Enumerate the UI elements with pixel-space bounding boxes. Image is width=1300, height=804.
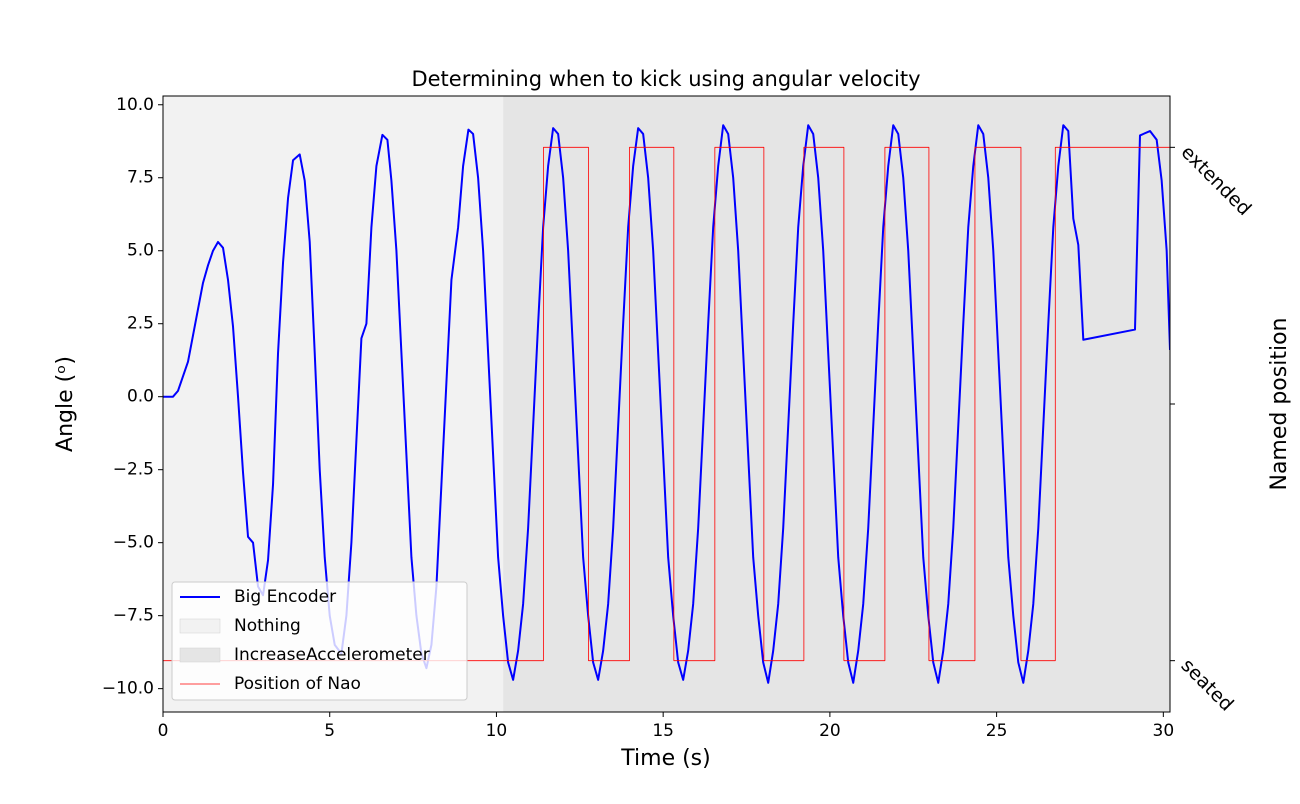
y-tick-label: 7.5 bbox=[127, 168, 154, 188]
y-tick-label: −2.5 bbox=[113, 460, 154, 480]
x-tick-label: 30 bbox=[1153, 721, 1175, 741]
legend-handle bbox=[179, 618, 221, 634]
y-tick-label: 2.5 bbox=[127, 314, 154, 334]
plot-frame bbox=[162, 95, 1171, 713]
x-tick-label: 10 bbox=[486, 721, 508, 741]
data-line bbox=[163, 146, 1170, 662]
y-tick-label: 10.0 bbox=[116, 95, 154, 115]
y2-tick-label: seated bbox=[1177, 655, 1238, 716]
y-tick-label: 0.0 bbox=[127, 387, 154, 407]
y-axis-label: Angle (ᵒ) bbox=[53, 356, 78, 452]
y-tick-label: −5.0 bbox=[113, 533, 154, 553]
legend-label: Big Encoder bbox=[234, 587, 336, 607]
x-tick-label: 0 bbox=[158, 721, 169, 741]
y-tick-label: −10.0 bbox=[102, 679, 154, 699]
x-tick-label: 20 bbox=[819, 721, 841, 741]
legend-handle bbox=[179, 647, 221, 663]
legend-box bbox=[171, 581, 468, 701]
y-tick-label: −7.5 bbox=[113, 606, 154, 626]
legend-label: Position of Nao bbox=[234, 674, 361, 694]
chart-title: Determining when to kick using angular v… bbox=[411, 67, 920, 91]
legend-label: IncreaseAccelerometer bbox=[234, 645, 430, 665]
x-axis-label: Time (s) bbox=[620, 746, 710, 771]
x-tick-label: 15 bbox=[652, 721, 674, 741]
y-tick-label: 5.0 bbox=[127, 241, 154, 261]
span bbox=[503, 96, 1171, 712]
x-tick-label: 25 bbox=[986, 721, 1008, 741]
x-tick-label: 5 bbox=[324, 721, 335, 741]
legend-label: Nothing bbox=[234, 616, 301, 636]
y2-axis-label: Named position bbox=[1267, 317, 1292, 490]
y2-tick-label: extended bbox=[1177, 141, 1256, 220]
